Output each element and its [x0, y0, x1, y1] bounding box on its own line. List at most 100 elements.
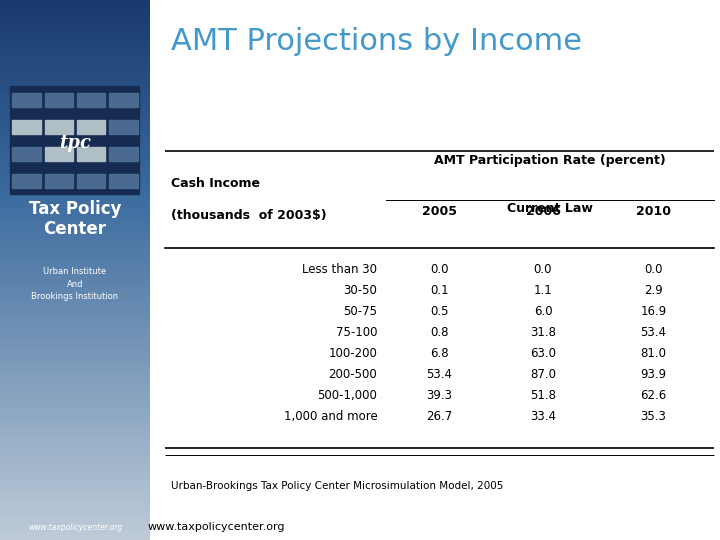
Bar	[0, 32, 150, 35]
Text: 2010: 2010	[636, 205, 671, 218]
Bar	[0, 138, 150, 140]
Bar	[0, 135, 150, 138]
Bar	[0, 22, 150, 24]
Bar	[0, 167, 150, 170]
Bar	[0, 359, 150, 362]
Text: 30-50: 30-50	[343, 284, 377, 297]
Bar	[0, 491, 150, 494]
Bar	[0, 373, 150, 375]
Bar	[0, 159, 150, 162]
Text: 53.4: 53.4	[641, 326, 667, 339]
Bar	[0, 437, 150, 440]
Bar	[0, 211, 150, 213]
Bar	[0, 208, 150, 211]
Bar	[0, 281, 150, 284]
Bar	[0, 5, 150, 8]
Bar	[0, 405, 150, 408]
Text: Urban-Brookings Tax Policy Center Microsimulation Model, 2005: Urban-Brookings Tax Policy Center Micros…	[171, 481, 503, 491]
Bar	[0, 486, 150, 489]
Bar	[0, 16, 150, 19]
Bar	[0, 424, 150, 427]
Bar	[0, 524, 150, 526]
Bar	[0, 378, 150, 381]
Bar	[0, 81, 150, 84]
Bar	[77, 120, 105, 134]
Bar	[0, 70, 150, 73]
Bar	[0, 321, 150, 324]
Bar	[109, 174, 138, 188]
Bar	[0, 456, 150, 459]
Bar	[109, 120, 138, 134]
Bar	[0, 176, 150, 178]
Text: Cash Income: Cash Income	[171, 177, 260, 190]
Bar	[0, 367, 150, 370]
Bar	[0, 397, 150, 400]
Text: 0.5: 0.5	[431, 305, 449, 318]
Text: (thousands  of 2003$): (thousands of 2003$)	[171, 210, 326, 222]
Bar	[0, 124, 150, 127]
Bar	[0, 537, 150, 540]
Text: 0.1: 0.1	[431, 284, 449, 297]
Bar	[0, 8, 150, 11]
Bar	[0, 435, 150, 437]
Bar	[0, 459, 150, 462]
Bar	[0, 186, 150, 189]
Text: 0.0: 0.0	[534, 263, 552, 276]
Bar	[0, 132, 150, 135]
Bar	[0, 248, 150, 251]
Bar	[0, 446, 150, 448]
Bar	[0, 402, 150, 405]
Bar	[0, 86, 150, 89]
Bar	[0, 413, 150, 416]
Bar	[0, 108, 150, 111]
Bar	[0, 394, 150, 397]
Bar	[0, 432, 150, 435]
Bar	[0, 400, 150, 402]
Bar	[0, 386, 150, 389]
Text: 81.0: 81.0	[641, 347, 667, 360]
Bar	[0, 327, 150, 329]
Bar	[0, 68, 150, 70]
Bar	[0, 362, 150, 364]
Bar	[0, 343, 150, 346]
Bar	[0, 243, 150, 246]
Bar	[0, 338, 150, 340]
Bar	[0, 500, 150, 502]
Bar	[0, 475, 150, 478]
Text: 39.3: 39.3	[427, 389, 453, 402]
Bar	[0, 105, 150, 108]
Bar	[0, 454, 150, 456]
Text: Urban Institute
And
Brookings Institution: Urban Institute And Brookings Institutio…	[32, 267, 119, 301]
Bar	[0, 162, 150, 165]
Bar	[0, 273, 150, 275]
Bar	[0, 513, 150, 516]
Bar	[0, 30, 150, 32]
Bar	[0, 270, 150, 273]
Bar	[0, 65, 150, 68]
Bar	[0, 246, 150, 248]
Bar	[0, 111, 150, 113]
Bar	[0, 329, 150, 332]
Bar	[0, 130, 150, 132]
Bar	[0, 335, 150, 338]
Bar	[0, 305, 150, 308]
Bar	[0, 256, 150, 259]
Bar	[0, 148, 150, 151]
Bar	[0, 502, 150, 505]
Bar	[0, 478, 150, 481]
Text: 0.0: 0.0	[431, 263, 449, 276]
Bar	[0, 240, 150, 243]
Bar	[0, 354, 150, 356]
Bar	[0, 202, 150, 205]
Bar	[0, 262, 150, 265]
Bar	[109, 93, 138, 107]
Bar	[0, 76, 150, 78]
Bar	[0, 470, 150, 472]
Text: 50-75: 50-75	[343, 305, 377, 318]
Bar	[0, 3, 150, 5]
Bar	[0, 389, 150, 392]
Bar	[0, 251, 150, 254]
Bar	[11, 86, 140, 194]
Bar	[77, 174, 105, 188]
Bar	[0, 265, 150, 267]
